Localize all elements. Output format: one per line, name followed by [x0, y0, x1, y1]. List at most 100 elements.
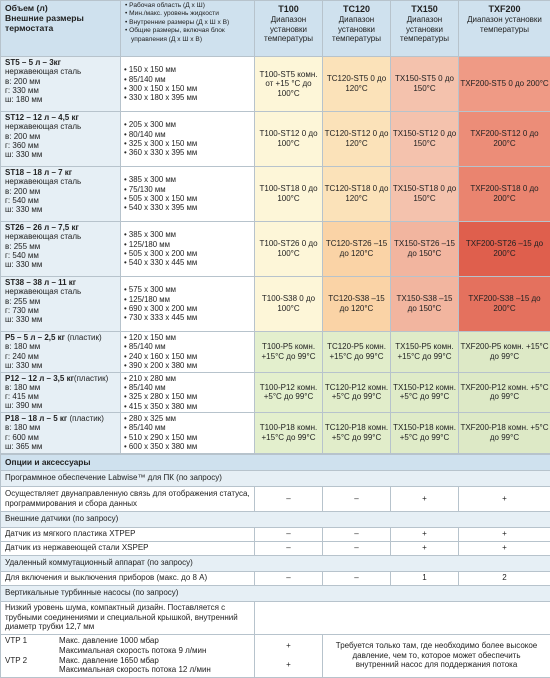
header-title-2: Внешние размеры [5, 13, 116, 23]
bath-dim-item: 385 x 300 мм [130, 175, 252, 184]
bath-dims-cell: 280 x 325 мм85/140 мм510 x 290 x 150 мм6… [121, 413, 255, 454]
bath-spec-line: ш: 330 мм [5, 150, 116, 159]
bath-title: ST26 – 26 л – 7,5 кг [5, 223, 116, 232]
bath-title-main: ST18 – 18 л – 7 кг [5, 168, 72, 177]
header-model-tc120: TC120 Диапазон установки температуры [323, 1, 391, 57]
bath-spec-line: в: 255 мм [5, 297, 116, 306]
model-cell-t100: T100-ST18 0 до 100°C [255, 167, 323, 222]
option-remote: Удаленный коммутационный аппарат (по зап… [1, 555, 550, 571]
bath-dim-item: 415 x 350 x 380 мм [130, 402, 252, 411]
option-value-tx150: + [391, 527, 459, 541]
bath-dim-item: 600 x 350 x 380 мм [130, 442, 252, 451]
bath-dim-item: 85/140 мм [130, 423, 252, 432]
bath-title: ST5 – 5 л – 3кг [5, 58, 116, 67]
model-name: TX150 [391, 4, 458, 15]
model-cell-tx150: TX150-P12 комн. +5°C до 99°C [391, 372, 459, 413]
bath-spec-line: в: 200 мм [5, 187, 116, 196]
bath-title-main: P5 – 5 л – 2,5 кг [5, 333, 65, 342]
bath-spec-line: в: 200 мм [5, 77, 116, 86]
option-label: Низкий уровень шума, компактный дизайн. … [1, 601, 255, 634]
option-label: Программное обеспечение Labwise™ для ПК … [1, 470, 550, 486]
bath-dim-item: 85/140 мм [130, 75, 252, 84]
bath-title: ST38 – 38 л – 11 кг [5, 278, 116, 287]
model-name: TXF200 [459, 4, 550, 15]
bath-dims-cell: 205 x 300 мм80/140 мм325 x 300 x 150 мм3… [121, 112, 255, 167]
bath-dim-item: 85/140 мм [130, 342, 252, 351]
vtp2-block: VTP 2 Макс. давление 1650 мбар Максималь… [5, 656, 250, 675]
bath-dim-item: 540 x 330 x 445 мм [130, 258, 252, 267]
bath-dim-item: 120 x 150 мм [130, 333, 252, 342]
model-desc: Диапазон установки температуры [391, 15, 458, 44]
vtp2-line-2: Максимальная скорость потока 12 л/мин [59, 665, 211, 675]
option-value-t100: – [255, 541, 323, 555]
header-model-txf200: TXF200 Диапазон установки температуры [459, 1, 550, 57]
bath-dim-item: 505 x 300 x 150 мм [130, 194, 252, 203]
bath-spec-line: ш: 330 мм [5, 315, 116, 324]
bath-spec-line: ш: 365 мм [5, 442, 116, 451]
bath-spec-line: нержавеющая сталь [5, 287, 116, 296]
model-cell-txf200: TXF200-ST12 0 до 200°C [459, 112, 550, 167]
bath-title: P18 – 18 л – 5 кг (пластик) [5, 414, 116, 423]
bath-title: ST18 – 18 л – 7 кг [5, 168, 116, 177]
bath-title-suffix: (пластик) [65, 333, 102, 342]
model-cell-tx150: TX150-ST12 0 до 150°C [391, 112, 459, 167]
legend-inner-dims: Внутренние размеры (Д x Ш x В) [131, 19, 251, 27]
header-title-1: Объем (л) [5, 3, 116, 13]
bath-dim-item: 280 x 325 мм [130, 414, 252, 423]
model-cell-tc120: TC120-ST12 0 до 120°C [323, 112, 391, 167]
option-twoway: Осуществляет двунаправленную связь для о… [1, 486, 550, 511]
model-cell-tx150: TX150-ST26 –15 до 150°C [391, 222, 459, 277]
option-value-txf200: + [459, 486, 550, 511]
bath-dims-cell: 385 x 300 мм75/130 мм505 x 300 x 150 мм5… [121, 167, 255, 222]
bath-spec-line: ш: 330 мм [5, 260, 116, 269]
model-cell-tx150: TX150-ST18 0 до 150°C [391, 167, 459, 222]
model-cell-txf200: TXF200-P12 комн. +5°C до 99°C [459, 372, 550, 413]
bath-spec-line: г: 730 мм [5, 306, 116, 315]
model-cell-txf200: TXF200-S38 –15 до 200°C [459, 277, 550, 332]
option-value-tx150: 1 [391, 571, 459, 585]
option-sensors: Внешние датчики (по запросу) [1, 511, 550, 527]
bath-title-main: ST5 – 5 л – 3кг [5, 58, 61, 67]
bath-title-main: ST26 – 26 л – 7,5 кг [5, 223, 79, 232]
model-desc: Диапазон установки температуры [459, 15, 550, 34]
bath-spec-line: ш: 180 мм [5, 95, 116, 104]
option-xspep: Датчик из нержавеющей стали XSPEP – – + … [1, 541, 550, 555]
legend-overall-dims: Общие размеры, включая блок управления (… [131, 27, 251, 44]
option-lownoise-empty [255, 601, 550, 634]
bath-title: ST12 – 12 л – 4,5 кг [5, 113, 116, 122]
bath-dim-item: 85/140 мм [130, 383, 252, 392]
option-label: Датчик из нержавеющей стали XSPEP [1, 541, 255, 555]
bath-spec-line: в: 180 мм [5, 342, 116, 351]
model-name: T100 [255, 4, 322, 15]
option-xtpep: Датчик из мягкого пластика XTPEP – – + + [1, 527, 550, 541]
bath-dims-cell: 210 x 280 мм85/140 мм325 x 280 x 150 мм4… [121, 372, 255, 413]
option-value-t100: – [255, 527, 323, 541]
bath-spec-line: в: 255 мм [5, 242, 116, 251]
bath-spec-line: в: 180 мм [5, 423, 116, 432]
bath-spec-line: г: 330 мм [5, 86, 116, 95]
bath-dim-item: 150 x 150 мм [130, 65, 252, 74]
bath-spec-line: нержавеющая сталь [5, 67, 116, 76]
bath-spec-line: в: 180 мм [5, 383, 116, 392]
option-pumps: Вертикальные турбинные насосы (по запрос… [1, 585, 550, 601]
vtp1-line-1: Макс. давление 1000 мбар [59, 636, 206, 646]
bath-dim-item: 730 x 333 x 445 мм [130, 313, 252, 322]
bath-dim-item: 385 x 300 мм [130, 230, 252, 239]
option-value-tx150: + [391, 486, 459, 511]
bath-dim-item: 540 x 330 x 395 мм [130, 203, 252, 212]
model-cell-tc120: TC120-ST18 0 до 120°C [323, 167, 391, 222]
option-value-txf200: + [459, 541, 550, 555]
bath-spec-line: в: 200 мм [5, 132, 116, 141]
option-lownoise: Низкий уровень шума, компактный дизайн. … [1, 601, 550, 634]
bath-title-main: ST12 – 12 л – 4,5 кг [5, 113, 79, 122]
